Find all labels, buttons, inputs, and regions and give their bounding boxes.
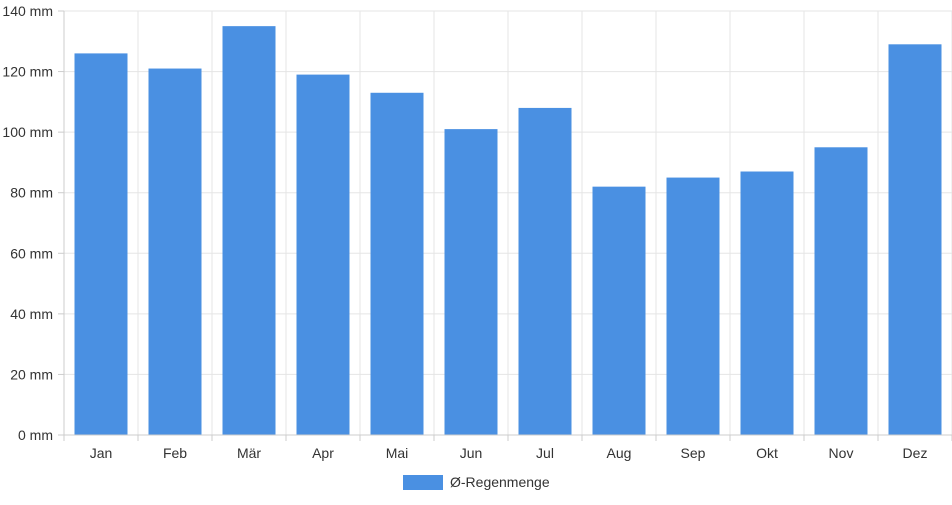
bar-feb[interactable] (148, 68, 202, 436)
x-tick-label: Mär (237, 445, 261, 461)
x-tick-label: Okt (756, 445, 778, 461)
y-tick-label: 0 mm (18, 427, 53, 443)
bar-nov[interactable] (814, 147, 868, 436)
legend-label[interactable]: Ø-Regenmenge (450, 474, 550, 490)
bar-jun[interactable] (444, 129, 498, 435)
y-tick-label: 120 mm (2, 64, 53, 80)
legend-swatch[interactable] (403, 475, 443, 490)
bar-aug[interactable] (592, 186, 646, 435)
bars (74, 26, 942, 436)
bar-jul[interactable] (518, 107, 572, 436)
y-tick-label: 20 mm (10, 366, 53, 382)
grid-lines (64, 10, 952, 435)
x-axis-tick-labels: Jan Feb Mär Apr Mai Jun Jul Aug Sep Okt Nov Dez (90, 445, 928, 461)
axes (58, 10, 952, 441)
bar-dez[interactable] (888, 44, 942, 436)
x-tick-label: Jun (460, 445, 483, 461)
bar-apr[interactable] (296, 74, 350, 435)
y-axis-tick-labels: 0 mm 20 mm 40 mm 60 mm 80 mm 100 mm 120 mm 140 … (2, 3, 53, 443)
x-tick-label: Jan (90, 445, 113, 461)
x-tick-label: Jul (536, 445, 554, 461)
x-tick-label: Feb (163, 445, 187, 461)
bar-sep[interactable] (666, 177, 720, 436)
bar-okt[interactable] (740, 171, 794, 435)
y-tick-label: 40 mm (10, 306, 53, 322)
bar-mär[interactable] (222, 26, 276, 436)
x-tick-label: Mai (386, 445, 409, 461)
y-tick-label: 60 mm (10, 245, 53, 261)
x-tick-label: Apr (312, 445, 334, 461)
y-tick-label: 80 mm (10, 185, 53, 201)
x-tick-label: Nov (829, 445, 854, 461)
legend[interactable]: Ø-Regenmenge (403, 474, 550, 490)
x-tick-label: Dez (903, 445, 928, 461)
y-tick-label: 100 mm (2, 124, 53, 140)
bar-jan[interactable] (74, 53, 128, 436)
y-tick-label: 140 mm (2, 3, 53, 19)
x-tick-label: Aug (607, 445, 632, 461)
bar-mai[interactable] (370, 92, 424, 436)
x-tick-label: Sep (681, 445, 706, 461)
